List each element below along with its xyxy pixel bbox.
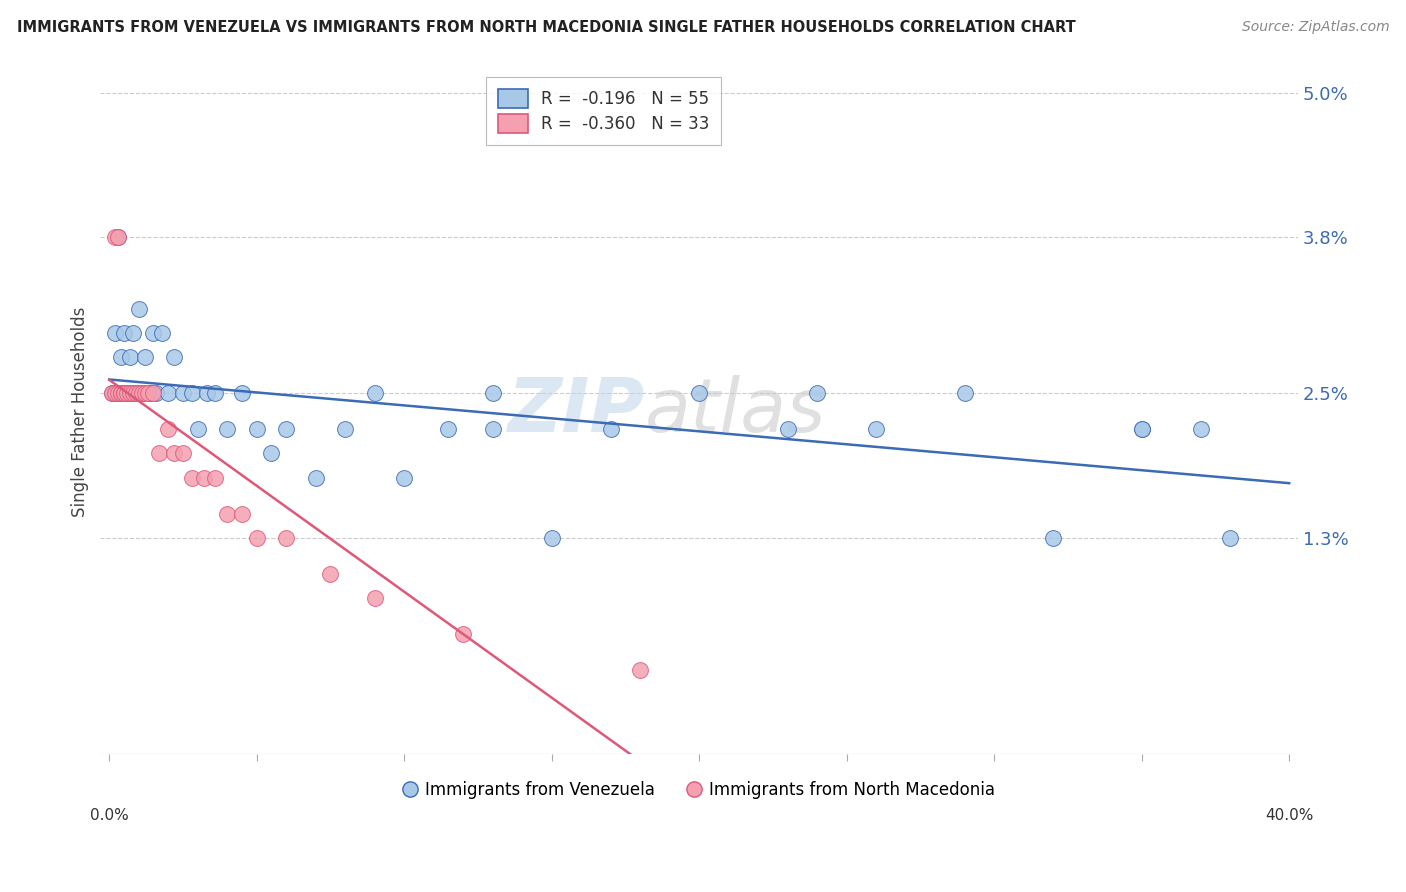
- Point: [107, 230, 129, 244]
- Point: [246, 531, 269, 545]
- Point: [125, 386, 148, 401]
- Point: [112, 386, 135, 401]
- Text: ZIP: ZIP: [508, 375, 645, 448]
- Point: [115, 386, 138, 401]
- Point: [180, 386, 202, 401]
- Point: [112, 386, 135, 401]
- Point: [305, 470, 328, 484]
- Point: [451, 627, 474, 641]
- Point: [118, 386, 141, 401]
- Point: [150, 326, 173, 341]
- Point: [217, 507, 239, 521]
- Point: [157, 386, 180, 401]
- Point: [128, 302, 150, 317]
- Text: Source: ZipAtlas.com: Source: ZipAtlas.com: [1241, 20, 1389, 34]
- Point: [112, 386, 135, 401]
- Point: [364, 591, 387, 605]
- Point: [204, 470, 226, 484]
- Point: [101, 386, 124, 401]
- Point: [364, 386, 387, 401]
- Point: [193, 470, 215, 484]
- Point: [180, 470, 202, 484]
- Point: [217, 422, 239, 436]
- Point: [599, 422, 621, 436]
- Point: [481, 422, 503, 436]
- Point: [107, 230, 129, 244]
- Point: [260, 446, 283, 460]
- Text: atlas: atlas: [645, 376, 827, 448]
- Point: [142, 386, 165, 401]
- Point: [195, 386, 218, 401]
- Point: [142, 326, 165, 341]
- Point: [204, 386, 226, 401]
- Point: [276, 422, 298, 436]
- Point: [157, 422, 180, 436]
- Point: [139, 386, 162, 401]
- Point: [1189, 422, 1212, 436]
- Point: [628, 663, 651, 677]
- Point: [104, 386, 127, 401]
- Point: [115, 386, 138, 401]
- Text: IMMIGRANTS FROM VENEZUELA VS IMMIGRANTS FROM NORTH MACEDONIA SINGLE FATHER HOUSE: IMMIGRANTS FROM VENEZUELA VS IMMIGRANTS …: [17, 20, 1076, 35]
- Y-axis label: Single Father Households: Single Father Households: [72, 306, 89, 516]
- Point: [104, 230, 127, 244]
- Point: [806, 386, 828, 401]
- Point: [118, 351, 141, 365]
- Point: [101, 386, 124, 401]
- Point: [688, 386, 710, 401]
- Point: [335, 422, 357, 436]
- Point: [134, 351, 156, 365]
- Point: [187, 422, 209, 436]
- Point: [110, 386, 132, 401]
- Point: [104, 386, 127, 401]
- Point: [163, 446, 186, 460]
- Point: [1130, 422, 1153, 436]
- Point: [276, 531, 298, 545]
- Point: [131, 386, 153, 401]
- Point: [1130, 422, 1153, 436]
- Point: [125, 386, 148, 401]
- Point: [481, 386, 503, 401]
- Point: [107, 386, 129, 401]
- Point: [107, 386, 129, 401]
- Point: [121, 386, 143, 401]
- Point: [128, 386, 150, 401]
- Point: [148, 446, 170, 460]
- Point: [1219, 531, 1241, 545]
- Point: [121, 386, 143, 401]
- Point: [540, 531, 562, 545]
- Point: [110, 351, 132, 365]
- Point: [136, 386, 159, 401]
- Point: [112, 326, 135, 341]
- Point: [110, 386, 132, 401]
- Point: [115, 386, 138, 401]
- Point: [246, 422, 269, 436]
- Point: [121, 326, 143, 341]
- Legend: Immigrants from Venezuela, Immigrants from North Macedonia: Immigrants from Venezuela, Immigrants fr…: [395, 773, 1004, 807]
- Point: [776, 422, 799, 436]
- Point: [231, 507, 253, 521]
- Point: [392, 470, 415, 484]
- Point: [163, 351, 186, 365]
- Text: 40.0%: 40.0%: [1265, 808, 1313, 823]
- Point: [319, 566, 342, 581]
- Text: 0.0%: 0.0%: [90, 808, 128, 823]
- Point: [172, 386, 194, 401]
- Point: [131, 386, 153, 401]
- Point: [1042, 531, 1064, 545]
- Point: [104, 326, 127, 341]
- Point: [145, 386, 167, 401]
- Point: [110, 386, 132, 401]
- Point: [136, 386, 159, 401]
- Point: [231, 386, 253, 401]
- Point: [953, 386, 976, 401]
- Point: [172, 446, 194, 460]
- Point: [118, 386, 141, 401]
- Point: [437, 422, 460, 436]
- Point: [134, 386, 156, 401]
- Point: [865, 422, 887, 436]
